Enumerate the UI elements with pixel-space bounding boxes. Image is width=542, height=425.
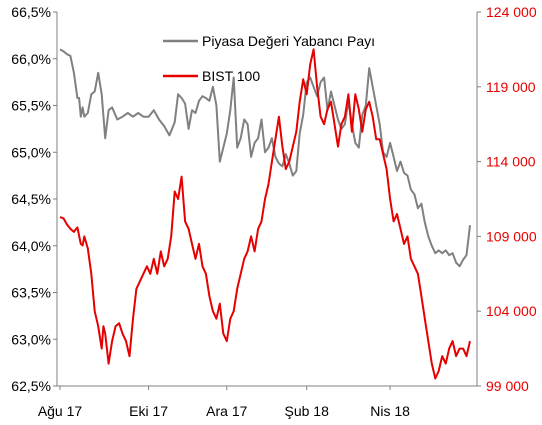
left-tick-label: 63,0% [11, 331, 51, 347]
left-tick-label: 64,0% [11, 238, 51, 254]
legend-label: Piyasa Değeri Yabancı Payı [202, 33, 375, 49]
plot-area [59, 48, 471, 380]
x-tick-label: Şub 18 [285, 403, 330, 419]
x-axis-tick-labels: Ağu 17 Eki 17 Ara 17 Şub 18 Nis 18 [38, 403, 410, 419]
right-axis-tick-labels: 124 000 119 000 114 000 109 000 104 000 99 00… [486, 4, 537, 394]
right-tick-label: 114 000 [486, 154, 536, 170]
left-tick-label: 65,0% [11, 144, 51, 160]
x-tick-label: Eki 17 [129, 403, 168, 419]
left-tick-label: 66,5% [11, 4, 51, 20]
right-tick-label: 119 000 [486, 79, 536, 95]
series-line-piyasa-degeri [59, 48, 471, 268]
legend: Piyasa Değeri Yabancı Payı BIST 100 [163, 33, 375, 84]
right-tick-label: 99 000 [486, 378, 529, 394]
legend-label: BIST 100 [202, 68, 260, 84]
x-tick-label: Nis 18 [370, 403, 410, 419]
x-tick-label: Ara 17 [206, 403, 247, 419]
x-tick-label: Ağu 17 [38, 403, 83, 419]
series-line-bist100 [59, 48, 471, 380]
left-tick-label: 64,5% [11, 191, 51, 207]
right-tick-label: 109 000 [486, 228, 537, 244]
left-tick-label: 63,5% [11, 285, 51, 301]
right-tick-label: 124 000 [486, 4, 537, 20]
left-tick-label: 66,0% [11, 51, 51, 67]
left-axis-tick-labels: 66,5% 66,0% 65,5% 65,0% 64,5% 64,0% 63,5% 63,0%… [11, 4, 51, 394]
right-tick-label: 104 000 [486, 303, 537, 319]
axes [53, 11, 481, 390]
left-tick-label: 65,5% [11, 98, 51, 114]
left-tick-label: 62,5% [11, 378, 51, 394]
